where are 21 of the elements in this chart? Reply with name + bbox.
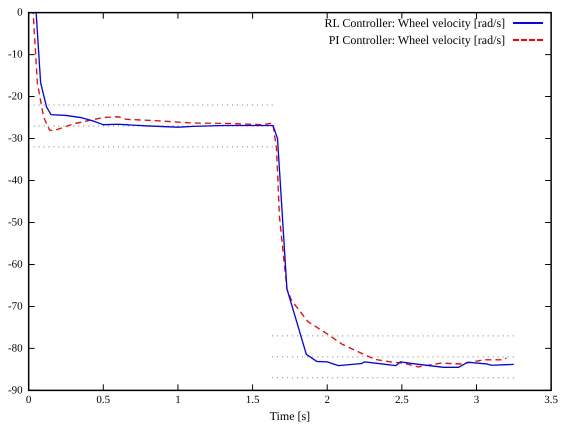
y-tick-label: -90: [8, 384, 24, 396]
y-tick-label: -20: [8, 90, 24, 102]
x-tick-label: 3.5: [544, 394, 558, 406]
x-tick-label: 3: [474, 394, 480, 406]
y-tick-label: -40: [8, 174, 24, 186]
x-tick-label: 0.5: [96, 394, 111, 406]
y-tick-label: -70: [8, 300, 24, 312]
y-tick-label: -10: [8, 48, 24, 60]
x-tick-label: 1: [175, 394, 181, 406]
y-tick-label: 0: [17, 6, 24, 18]
y-tick-label: -60: [8, 258, 24, 270]
y-tick-label: -50: [8, 216, 24, 228]
legend-label: RL Controller: Wheel velocity [rad/s]: [324, 16, 506, 31]
x-tick-label: 1.5: [246, 394, 260, 406]
y-tick-label: -30: [8, 132, 24, 144]
legend-label: PI Controller: Wheel velocity [rad/s]: [328, 32, 506, 48]
x-axis-title: Time [s]: [270, 408, 310, 423]
y-tick-label: -80: [8, 342, 24, 354]
x-tick-label: 0: [26, 394, 32, 406]
x-tick-label: 2.5: [394, 394, 410, 406]
x-tick-label: 2: [324, 394, 330, 406]
